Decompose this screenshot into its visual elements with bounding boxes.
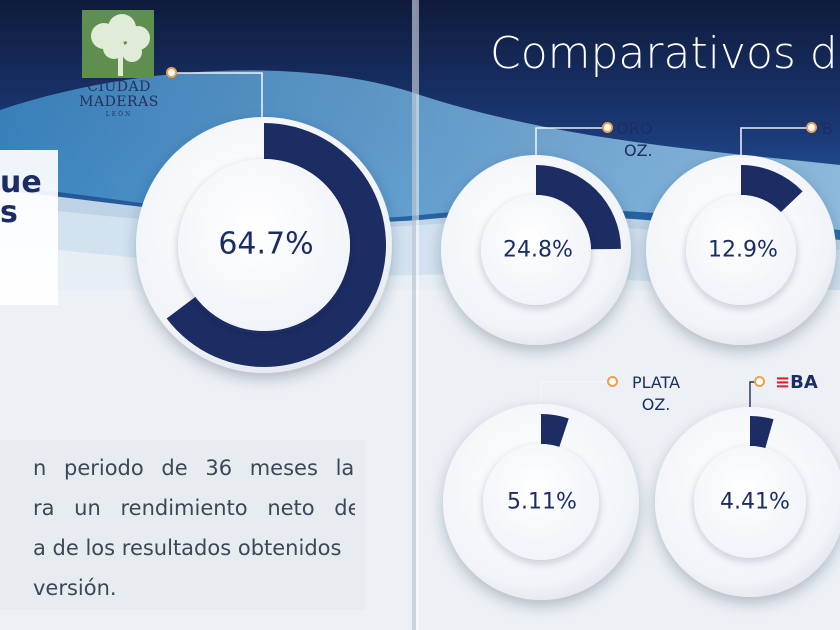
donut-banco	[655, 407, 840, 597]
donut-center-second	[686, 195, 796, 305]
page-title: Comparativos de	[490, 28, 840, 79]
donut-arc-second	[741, 165, 803, 213]
marker-dot-oro	[602, 122, 613, 133]
donut-center-banco	[694, 446, 806, 558]
donut-value-second: 12.9%	[708, 237, 778, 263]
logo: CIUDAD MADERAS LEÓN	[74, 80, 164, 119]
side-fragment-1: ue	[0, 165, 42, 200]
donut-arc-main	[166, 123, 386, 367]
donut-arc-oro	[536, 165, 621, 250]
donut-value-banco: 4.41%	[720, 489, 790, 515]
paragraph-line-4: versión.	[33, 576, 117, 600]
label-oro-line-1: ORO	[616, 119, 653, 138]
logo-city: LEÓN	[105, 111, 133, 118]
label-oro-line-2: OZ.	[624, 141, 653, 160]
side-text-fragment: ue s	[0, 168, 42, 228]
donut-center-oro	[481, 195, 591, 305]
marker-dot-main	[166, 67, 177, 78]
donut-main	[136, 117, 392, 373]
marker-dot-plata	[607, 376, 618, 387]
label-plata-line-1: PLATA	[632, 373, 681, 392]
banco-logo-text: ≡BA	[775, 372, 818, 393]
paragraph-line-2: ra un rendimiento neto de	[33, 496, 355, 520]
donut-center-main	[178, 159, 350, 331]
donut-plata	[443, 404, 639, 600]
paragraph-line-1: n periodo de 36 meses la	[33, 456, 355, 480]
donut-oro	[441, 155, 631, 345]
logo-name-1: CIUDAD MADERAS	[79, 79, 159, 110]
donut-center-plata	[483, 444, 599, 560]
donut-second	[646, 155, 836, 345]
label-plata-line-2: OZ.	[641, 395, 671, 414]
label-oro: ORO OZ.	[616, 118, 653, 162]
label-plata: PLATA OZ.	[632, 372, 680, 416]
label-second-line-1: B	[822, 119, 833, 138]
label-second: B	[822, 118, 833, 140]
donut-arc-banco	[750, 416, 774, 449]
donut-value-main: 64.7%	[218, 226, 314, 262]
marker-dot-second	[806, 122, 817, 133]
paragraph-line-3: a de los resultados obtenidos	[33, 536, 342, 560]
donut-value-plata: 5.11%	[507, 489, 577, 515]
donut-value-oro: 24.8%	[503, 237, 573, 263]
banco-label: BA	[790, 372, 818, 393]
side-fragment-2: s	[0, 195, 18, 230]
donut-arc-plata	[541, 414, 569, 447]
paragraph: n periodo de 36 meses la ra un rendimien…	[0, 448, 355, 608]
banco-icon: ≡	[775, 372, 791, 393]
marker-dot-banco	[754, 376, 765, 387]
